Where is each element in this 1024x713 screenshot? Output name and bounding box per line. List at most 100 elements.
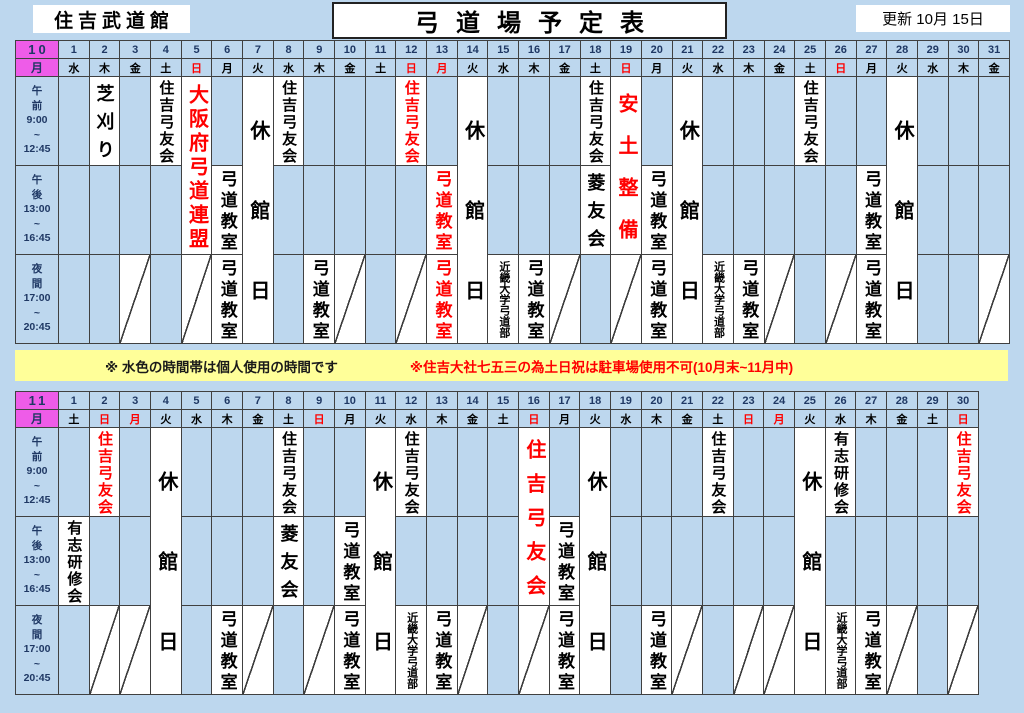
activity-label: 弓道教室 xyxy=(340,610,360,694)
schedule-cell-activity: 弓道教室 xyxy=(733,255,764,343)
schedule-cell-empty xyxy=(580,255,611,343)
schedule-cell-empty xyxy=(89,517,120,605)
schedule-cell-empty xyxy=(59,77,89,165)
activity-label: 住吉弓友会 xyxy=(402,430,420,516)
schedule-cell-empty xyxy=(365,255,396,343)
weekday-cell: 木 xyxy=(519,59,549,76)
schedule-cell-activity: 弓道教室 xyxy=(856,166,887,254)
weekday-cell: 月 xyxy=(764,410,794,427)
schedule-cell-empty xyxy=(365,77,396,165)
schedule-cell-activity: 有志研修会 xyxy=(825,428,856,516)
day-number-cell: 29 xyxy=(917,392,948,409)
activity-label: 弓道教室 xyxy=(217,610,237,694)
day-number-cell: 22 xyxy=(702,392,733,409)
weekday-cell: 月 xyxy=(120,410,150,427)
schedule-cell-closed: 休館日 xyxy=(243,77,273,343)
day-number-cell: 18 xyxy=(580,392,610,409)
day-number-cell: 2 xyxy=(89,41,120,58)
activity-label: 住吉弓友会 xyxy=(280,79,298,165)
activity-label: 住吉弓友会 xyxy=(522,438,545,606)
day-number-cell: 11 xyxy=(365,392,396,409)
schedule-cell-empty xyxy=(733,428,764,516)
schedule-cell-empty xyxy=(917,606,948,694)
weekday-cell: 金 xyxy=(242,410,273,427)
day-number-cell: 12 xyxy=(396,392,426,409)
schedule-cell-empty xyxy=(181,606,212,694)
day-number-cell: 7 xyxy=(242,392,273,409)
activity-label: 有志研修会 xyxy=(65,519,83,605)
schedule-cell-activity: 住吉弓友会 xyxy=(273,428,304,516)
schedule-cell-empty xyxy=(948,517,978,605)
activity-label: 弓道教室 xyxy=(217,170,237,254)
month-unit-cell: 月 xyxy=(16,59,58,76)
schedule-cell-unavailable xyxy=(549,255,580,343)
weekday-cell: 月 xyxy=(427,59,457,76)
schedule-cell-empty xyxy=(242,517,273,605)
closed-label: 休館日 xyxy=(369,471,392,694)
schedule-cell-closed: 休館日 xyxy=(365,428,396,694)
weekday-cell: 水 xyxy=(181,410,212,427)
schedule-cell-empty xyxy=(304,166,335,254)
day-number-cell: 6 xyxy=(212,392,242,409)
weekday-cell: 金 xyxy=(979,59,1009,76)
schedule-cell-empty xyxy=(304,517,334,605)
schedule-cell-activity: 近畿大学弓道部 xyxy=(825,606,856,694)
schedule-cell-empty xyxy=(610,517,641,605)
schedule-cell-unavailable xyxy=(764,255,795,343)
day-number-cell: 28 xyxy=(887,41,917,58)
closed-label: 休館日 xyxy=(798,471,821,694)
schedule-cell-empty xyxy=(886,517,917,605)
activity-label: 弓道教室 xyxy=(646,610,666,694)
schedule-cell-empty xyxy=(641,517,672,605)
day-number-cell: 14 xyxy=(457,392,488,409)
schedule-cell-empty xyxy=(519,77,549,165)
schedule-cell-closed: 休館日 xyxy=(150,428,181,694)
weekday-cell: 水 xyxy=(59,59,89,76)
schedule-cell-empty xyxy=(917,255,948,343)
schedule-cell-activity: 住吉弓友会 xyxy=(396,77,427,165)
weekday-cell: 日 xyxy=(948,410,978,427)
schedule-cell-empty xyxy=(365,166,396,254)
activity-label: 弓道教室 xyxy=(554,610,574,694)
weekday-cell: 月 xyxy=(641,59,672,76)
schedule-cell-unavailable xyxy=(242,606,273,694)
schedule-cell-empty xyxy=(89,255,120,343)
schedule-cell-empty xyxy=(825,166,856,254)
updated-date: 更新 10月 15日 xyxy=(856,5,1010,32)
schedule-cell-empty xyxy=(212,428,242,516)
closed-label: 休館日 xyxy=(584,471,607,694)
activity-label: 住吉弓友会 xyxy=(157,79,175,165)
time-slot-label-am: 午前 9:00 ~12:45 xyxy=(16,428,58,516)
activity-label: 近畿大学弓道部 xyxy=(712,260,725,338)
activity-label: 住吉弓友会 xyxy=(586,79,604,165)
weekday-cell: 木 xyxy=(856,410,886,427)
day-number-cell: 23 xyxy=(733,41,764,58)
schedule-cell-empty xyxy=(89,166,120,254)
schedule-cell-activity: 近畿大学弓道部 xyxy=(396,606,426,694)
day-number-cell: 8 xyxy=(273,41,304,58)
activity-label: 弓道教室 xyxy=(309,259,329,343)
day-number-cell: 21 xyxy=(672,392,702,409)
activity-label: 弓道教室 xyxy=(217,259,237,343)
schedule-cell-empty xyxy=(59,428,89,516)
schedule-cell-empty xyxy=(212,517,242,605)
schedule-cell-empty xyxy=(427,77,457,165)
day-number-cell: 9 xyxy=(304,41,335,58)
weekday-cell: 土 xyxy=(702,410,733,427)
schedule-cell-activity: 芝刈り xyxy=(89,77,120,165)
venue-title: 住吉武道館 xyxy=(33,5,190,33)
schedule-cell-activity: 弓道教室 xyxy=(641,606,672,694)
day-number-cell: 25 xyxy=(794,392,825,409)
schedule-cell-activity: 有志研修会 xyxy=(59,517,89,605)
schedule-cell-unavailable xyxy=(672,606,702,694)
month-number-cell: 11 xyxy=(16,392,58,409)
weekday-cell: 水 xyxy=(396,410,426,427)
weekday-cell: 火 xyxy=(243,59,273,76)
weekday-cell: 土 xyxy=(59,410,89,427)
closed-label: 休館日 xyxy=(154,471,177,694)
weekday-cell: 火 xyxy=(887,59,917,76)
page-title: 弓道場予定表 xyxy=(332,2,727,39)
schedule-cell-empty xyxy=(59,166,89,254)
day-number-cell: 27 xyxy=(856,41,887,58)
day-number-cell: 15 xyxy=(488,392,518,409)
